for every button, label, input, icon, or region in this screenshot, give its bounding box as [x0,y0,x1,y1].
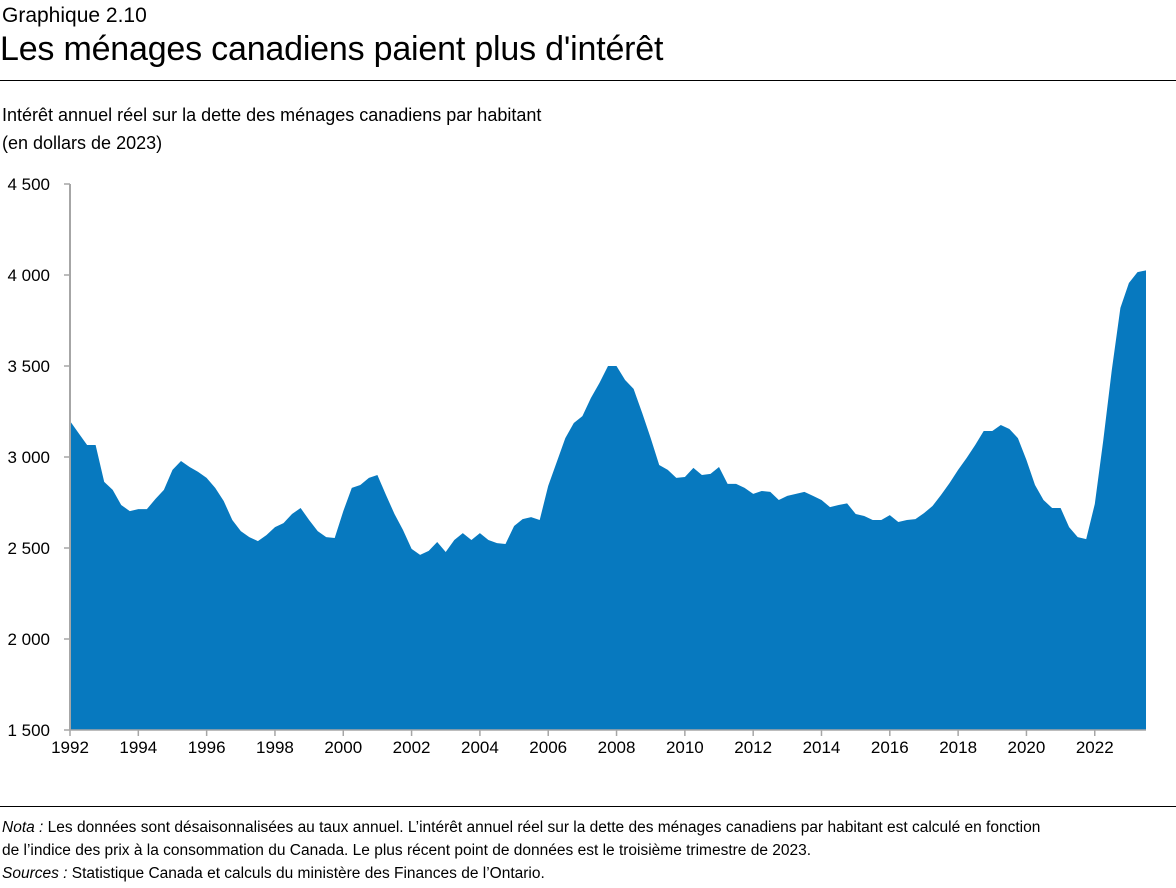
y-axis-title: Intérêt annuel réel sur la dette des mén… [2,101,541,157]
y-tick-label: 2 000 [7,630,50,649]
area-series [70,270,1146,730]
x-tick-label: 1994 [119,738,157,757]
sources-label: Sources : [2,865,68,882]
y-tick-label: 3 000 [7,448,50,467]
sources-text: Statistique Canada et calculs du ministè… [67,865,545,882]
y-tick-label: 1 500 [7,721,50,740]
x-tick-label: 2002 [393,738,431,757]
x-tick-label: 2018 [939,738,977,757]
y-tick-label: 4 000 [7,266,50,285]
x-tick-label: 2016 [871,738,909,757]
x-tick-label: 1996 [188,738,226,757]
y-tick-label: 4 500 [7,175,50,194]
footer-divider [0,806,1176,807]
y-tick-label: 3 500 [7,357,50,376]
x-tick-label: 2004 [461,738,499,757]
chart-label: Graphique 2.10 [2,4,147,27]
x-tick-label: 2022 [1076,738,1114,757]
x-tick-label: 2020 [1008,738,1046,757]
note-line-2: de l’indice des prix à la consommation d… [2,842,812,859]
y-tick-label: 2 500 [7,539,50,558]
chart-notes: Nota : Les données sont désaisonnalisées… [2,816,1040,885]
note-line-1: Nota : Les données sont désaisonnalisées… [2,816,1040,839]
note-label: Nota : [2,819,44,836]
x-tick-label: 1992 [51,738,89,757]
x-tick-label: 2012 [734,738,772,757]
title-divider [0,80,1176,81]
x-tick-label: 2010 [666,738,704,757]
sources-line: Sources : Statistique Canada et calculs … [2,862,1040,885]
chart-title: Les ménages canadiens paient plus d'inté… [0,30,664,68]
x-tick-label: 1998 [256,738,294,757]
x-tick-label: 2014 [803,738,841,757]
y-axis-title-line1: Intérêt annuel réel sur la dette des mén… [2,105,542,125]
x-tick-label: 2008 [598,738,636,757]
x-tick-label: 2000 [324,738,362,757]
area-chart: 1 500 2 000 2 500 3 000 3 500 4 000 4 500 1992 1… [7,175,1146,757]
x-tick-label: 2006 [529,738,567,757]
note-text-1: Les données sont désaisonnalisées au tau… [43,819,1041,836]
y-axis-title-line2: (en dollars de 2023) [2,133,163,153]
